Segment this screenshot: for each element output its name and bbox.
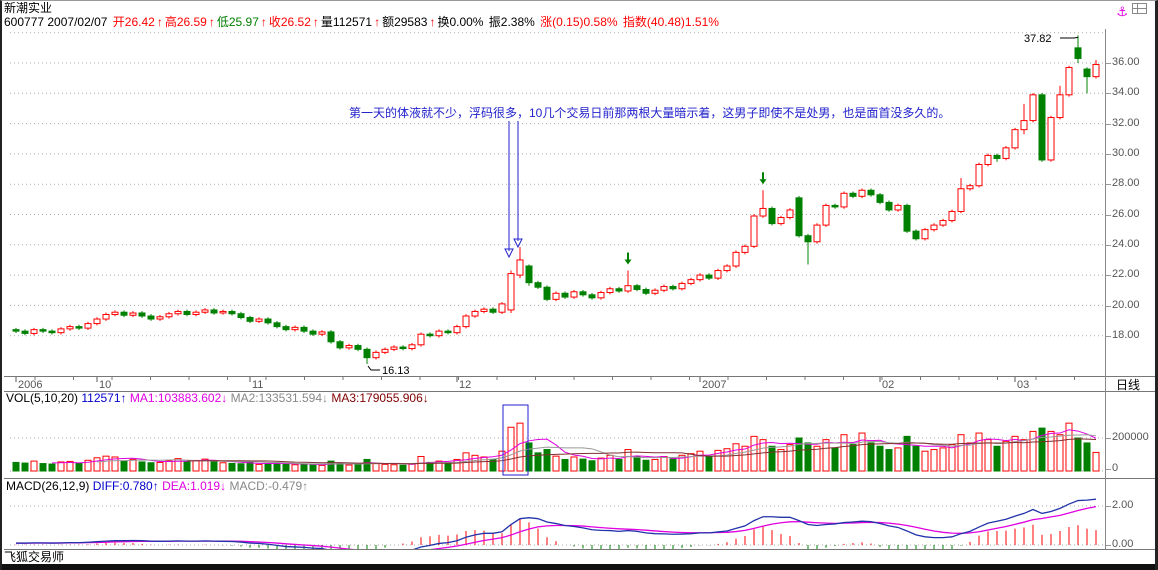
date-tick-label: 11 xyxy=(252,379,263,391)
macd-tick-label: 0.00 xyxy=(1112,538,1134,550)
text-segment: 指数(40.48)1.51% xyxy=(619,15,719,29)
divider xyxy=(4,478,1155,479)
price-tick-label: 22.00 xyxy=(1112,268,1140,281)
text-segment: 开26.42 xyxy=(112,15,155,29)
price-tick-label: 28.00 xyxy=(1112,177,1140,190)
date-tick-label: 2006 xyxy=(18,379,42,391)
date-axis: 2006 10 11 12 2007 02 03 xyxy=(15,376,1075,391)
text-segment: ↑ xyxy=(156,15,163,29)
text-segment: ↑ xyxy=(260,15,267,29)
text-segment: ↑ xyxy=(429,15,436,29)
candlestick-chart[interactable]: 37.82 16.13 xyxy=(4,29,1105,376)
macd-panel[interactable] xyxy=(4,478,1105,549)
quote-info-bar: 600777 2007/02/07 开26.42 ↑ 高26.59 ↑ 低25.97 ↑ 收… xyxy=(4,15,1154,29)
bottom-frame xyxy=(2,564,1155,570)
divider xyxy=(4,391,1155,392)
text-segment: MA1:103883.602↓ xyxy=(126,391,228,405)
text-segment: 量112571 xyxy=(320,15,373,29)
price-tick-label: 32.00 xyxy=(1112,116,1140,129)
text-segment: 收26.52 xyxy=(268,15,311,29)
text-segment: DIFF:0.780↑ xyxy=(92,479,159,493)
price-tick-label: 26.00 xyxy=(1112,207,1140,220)
high-price-label: 37.82 xyxy=(1024,33,1052,45)
price-tick-label: 18.00 xyxy=(1112,328,1140,341)
volume-panel[interactable] xyxy=(4,391,1105,478)
text-segment: 换0.00% xyxy=(437,15,484,29)
price-tick-label: 34.00 xyxy=(1112,86,1140,99)
date-tick-label: 2007 xyxy=(702,379,726,391)
macd-tick-label: 2.00 xyxy=(1112,499,1134,511)
titlebar-icons: ⚓ xyxy=(1116,3,1147,19)
date-tick-label: 03 xyxy=(1017,379,1029,391)
divider xyxy=(4,549,1155,550)
text-segment: 高26.59 xyxy=(164,15,207,29)
price-tick-label: 20.00 xyxy=(1112,298,1140,311)
date-tick-label: 12 xyxy=(459,379,471,391)
text-segment: MA3:179055.906↓ xyxy=(328,391,429,405)
text-segment: 振2.38% xyxy=(485,15,535,29)
volume-tick-label: 200000 xyxy=(1112,431,1149,443)
price-tick-label: 36.00 xyxy=(1112,56,1140,68)
text-segment: 涨(0.15)0.58% xyxy=(536,15,618,29)
low-price-label: 16.13 xyxy=(382,365,410,376)
volume-header: VOL(5,10,20) 112571↑ MA1:103883.602↓ MA2… xyxy=(6,392,429,405)
volume-highlight-box xyxy=(502,404,529,476)
date-tick-label: 10 xyxy=(99,379,111,391)
divider xyxy=(4,376,1155,377)
text-segment: DEA:1.019↓ xyxy=(158,479,227,493)
candles-layer xyxy=(12,35,1100,365)
right-axis-gutter: 36.00 34.00 32.00 30.00 28.00 26.00 24.00 22.00… xyxy=(1105,29,1155,550)
price-tick-label: 30.00 xyxy=(1112,146,1140,159)
text-segment: 额29583 xyxy=(382,15,428,29)
text-segment: 低25.97 xyxy=(216,15,259,29)
macd-header: MACD(26,12,9) DIFF:0.780↑ DEA:1.019↓ MAC… xyxy=(6,480,308,493)
text-segment: 112571↑ xyxy=(81,391,127,405)
price-tick-label: 24.00 xyxy=(1112,237,1140,250)
stock-title: 新潮实业 xyxy=(4,2,53,15)
text-segment: MA2:133531.594↓ xyxy=(227,391,329,405)
text-segment: MACD(26,12,9) xyxy=(6,479,93,493)
status-bar: 飞狐交易师 xyxy=(4,550,65,564)
text-segment: ↑ xyxy=(374,15,381,29)
text-segment: VOL(5,10,20) xyxy=(6,391,82,405)
text-segment: ↑ xyxy=(208,15,215,29)
window-restore-icon[interactable] xyxy=(1132,3,1147,14)
text-segment: ↑ xyxy=(312,15,319,29)
date-tick-label: 02 xyxy=(882,379,894,391)
period-label[interactable]: 日线 xyxy=(1116,378,1141,392)
anchor-icon[interactable]: ⚓ xyxy=(1116,4,1128,19)
text-segment: 600777 2007/02/07 xyxy=(4,15,111,29)
chart-annotation-text: 第一天的体液就不少，浮码很多，10几个交易日前那两根大量暗示着，这男子即使不是处… xyxy=(349,106,951,120)
volume-tick-label: 0 xyxy=(1112,462,1119,474)
text-segment: MACD:-0.479↑ xyxy=(226,479,309,493)
